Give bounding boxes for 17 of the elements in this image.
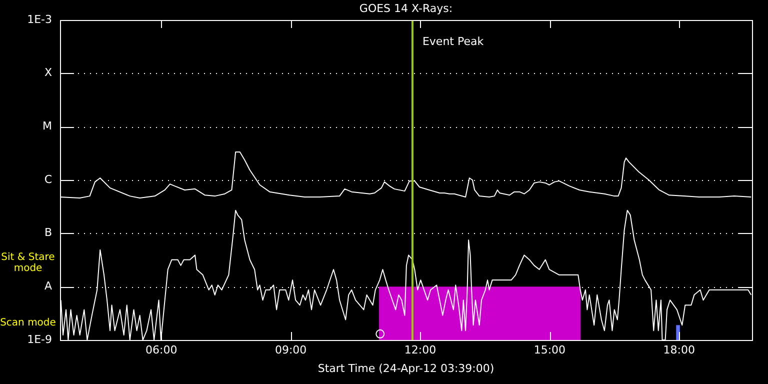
x-tick-label: 09:00 bbox=[274, 343, 307, 356]
y-tick-label: A bbox=[44, 280, 52, 293]
y-tick-label: B bbox=[44, 226, 52, 240]
y-tick-label: 1E-3 bbox=[27, 12, 52, 26]
x-tick-label: 18:00 bbox=[663, 343, 695, 356]
y-tick-label: X bbox=[44, 66, 52, 80]
y-tick-label: M bbox=[42, 120, 52, 133]
x-tick-label: 06:00 bbox=[146, 343, 178, 356]
text: Sit & Stare mode bbox=[1, 252, 55, 274]
x-tick-label: 15:00 bbox=[534, 343, 566, 356]
text: Scan mode bbox=[0, 318, 56, 329]
x-axis-title: Start Time (24-Apr-12 03:39:00) bbox=[318, 362, 494, 375]
x-tick-label: 12:00 bbox=[404, 343, 436, 356]
y-tick-label: 1E-9 bbox=[27, 332, 52, 346]
chart-title: GOES 14 X-Rays: bbox=[359, 2, 453, 15]
ref-line-label: Event Peak bbox=[422, 34, 484, 48]
y-tick-label: C bbox=[44, 172, 52, 186]
